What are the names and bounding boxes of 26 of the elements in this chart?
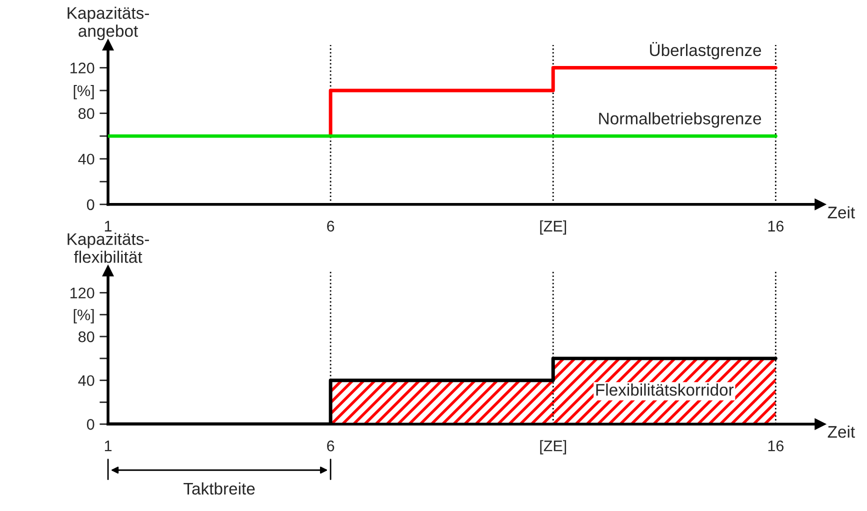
y-tick-label: [%]	[74, 309, 94, 324]
y-tick-label: 120	[70, 288, 94, 298]
series-label: Flexibilitätskorridor	[596, 384, 734, 396]
x-axis-title: Zeit	[828, 426, 855, 438]
y-tick-label: 0	[86, 419, 94, 430]
x-tick-label: [ZE]	[540, 220, 566, 235]
y-tick-label: [%]	[74, 84, 94, 100]
x-tick-label: 6	[327, 440, 334, 452]
x-tick-label: 16	[768, 220, 784, 232]
series-label: Normalbetriebsgrenze	[599, 112, 762, 128]
x-tick-label: 16	[768, 440, 784, 452]
x-tick-label: 1	[104, 440, 112, 452]
y-tick-label: 80	[78, 331, 94, 342]
x-tick-label: 1	[104, 220, 112, 232]
y-tick-label: 120	[70, 62, 94, 74]
y-tick-label: 40	[78, 154, 94, 165]
y-tick-label: 80	[78, 108, 94, 119]
y-axis-title: Kapazitäts- angebot	[68, 6, 149, 40]
series-label: Überlastgrenze	[650, 42, 762, 60]
x-tick-label: 6	[327, 220, 334, 232]
y-axis-title: Kapazitäts- flexibilität	[68, 232, 149, 263]
y-tick-label: 40	[78, 375, 94, 386]
text: Taktbreite	[184, 482, 255, 495]
y-tick-label: 0	[86, 199, 94, 210]
x-tick-label: [ZE]	[540, 440, 566, 454]
x-axis-title: Zeit	[828, 206, 855, 218]
